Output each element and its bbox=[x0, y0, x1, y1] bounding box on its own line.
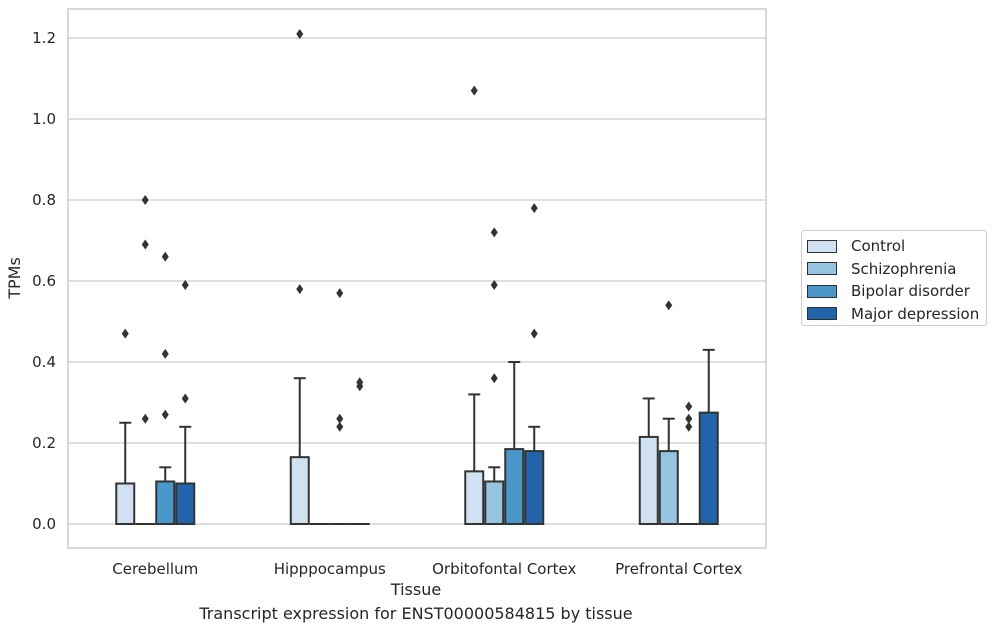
y-tick-label: 0.2 bbox=[32, 434, 56, 452]
bar bbox=[658, 450, 679, 526]
outlier-point bbox=[530, 203, 538, 214]
y-tick-label: 1.2 bbox=[32, 29, 56, 47]
y-tick-label: 0.8 bbox=[32, 191, 56, 209]
outlier-point bbox=[336, 413, 344, 424]
bar bbox=[484, 480, 505, 526]
x-tick-label: Prefrontal Cortex bbox=[615, 560, 742, 578]
bars-layer bbox=[115, 411, 719, 526]
outlier-point bbox=[161, 409, 169, 420]
outlier-point bbox=[685, 421, 693, 432]
outlier-point bbox=[121, 328, 129, 339]
outlier-point bbox=[490, 373, 498, 384]
bar bbox=[175, 482, 196, 525]
outlier-point bbox=[141, 413, 149, 424]
outlier-point bbox=[490, 280, 498, 291]
legend-item: Control bbox=[807, 235, 986, 258]
chart-caption: Transcript expression for ENST0000058481… bbox=[199, 604, 633, 623]
outlier-point bbox=[181, 393, 189, 404]
bar bbox=[289, 456, 310, 525]
outlier-point bbox=[356, 381, 364, 392]
y-tick-label: 0.0 bbox=[32, 515, 56, 533]
outlier-point bbox=[685, 401, 693, 412]
outlier-point bbox=[141, 195, 149, 205]
legend-label: Major depression bbox=[851, 304, 980, 323]
legend-label: Bipolar disorder bbox=[851, 282, 970, 301]
outlier-point bbox=[530, 328, 538, 339]
plot-frame bbox=[67, 8, 767, 549]
outlier-point bbox=[490, 227, 498, 238]
outlier-point bbox=[665, 300, 673, 311]
legend-swatch bbox=[807, 284, 837, 298]
legend-item: Bipolar disorder bbox=[807, 280, 986, 303]
outlier-point bbox=[161, 348, 169, 359]
legend-swatch bbox=[807, 239, 837, 253]
bar bbox=[504, 448, 525, 526]
y-tick-label: 0.4 bbox=[32, 353, 56, 371]
outlier-point bbox=[181, 280, 189, 291]
outlier-point bbox=[296, 28, 304, 39]
x-tick-label: Hipppocampus bbox=[274, 560, 386, 578]
legend-label: Schizophrenia bbox=[851, 259, 957, 278]
legend-swatch bbox=[807, 262, 837, 276]
y-axis-label: TPMs bbox=[5, 257, 24, 300]
bar bbox=[698, 411, 719, 525]
bar bbox=[638, 435, 659, 525]
y-tick-label: 1.0 bbox=[32, 110, 56, 128]
legend-label: Control bbox=[851, 237, 906, 256]
x-axis-label: Tissue bbox=[390, 580, 441, 599]
x-tick-label: Orbitofontal Cortex bbox=[432, 560, 576, 578]
y-tick-label: 0.6 bbox=[32, 272, 56, 290]
outlier-point bbox=[296, 284, 304, 295]
outlier-point bbox=[161, 251, 169, 262]
outlier-point bbox=[141, 239, 149, 250]
outlier-point bbox=[685, 413, 693, 424]
bar bbox=[155, 480, 176, 526]
outliers-layer bbox=[121, 28, 693, 432]
error-bars-layer bbox=[119, 348, 715, 484]
outlier-point bbox=[470, 85, 478, 96]
legend-item: Major depression bbox=[807, 303, 986, 326]
outlier-point bbox=[336, 421, 344, 432]
bar bbox=[524, 450, 545, 526]
legend: Control Schizophrenia Bipolar disorder Majo… bbox=[801, 230, 987, 326]
outlier-point bbox=[336, 288, 344, 299]
x-tick-labels: Cerebellum Hipppocampus Orbitofontal Corte… bbox=[112, 560, 742, 578]
y-tick-labels: 0.0 0.2 0.4 0.6 0.8 1.0 1.2 bbox=[32, 29, 56, 533]
bar bbox=[115, 482, 136, 525]
legend-swatch bbox=[807, 307, 837, 321]
bar bbox=[464, 470, 485, 526]
x-tick-label: Cerebellum bbox=[112, 560, 198, 578]
legend-item: Schizophrenia bbox=[807, 258, 986, 281]
